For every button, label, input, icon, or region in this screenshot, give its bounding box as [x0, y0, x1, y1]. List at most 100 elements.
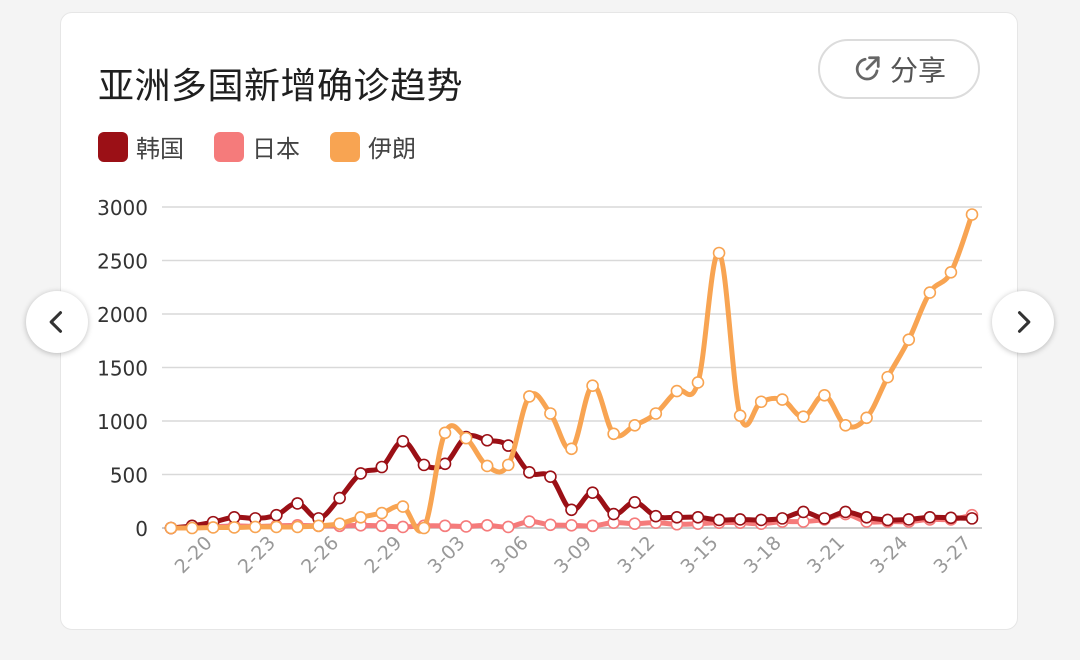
data-point-iran: [649, 407, 663, 420]
y-tick-label: 2000: [97, 303, 148, 327]
data-point-korea: [607, 507, 620, 521]
data-point-korea: [944, 511, 958, 525]
data-point-iran: [965, 208, 979, 221]
legend-label-japan: 日本: [252, 135, 300, 163]
x-tick-label: 3-09: [550, 532, 596, 578]
share-label: 分享: [889, 54, 946, 87]
data-point-iran: [691, 376, 705, 389]
x-tick-label: 3-27: [929, 532, 975, 578]
data-point-iran: [206, 521, 220, 534]
data-point-korea: [902, 513, 916, 526]
data-point-korea: [818, 512, 831, 525]
x-tick-label: 3-21: [803, 532, 849, 578]
data-point-iran: [523, 390, 536, 403]
data-point-iran: [586, 379, 599, 392]
x-tick-label: 3-03: [424, 532, 470, 578]
x-tick-label: 3-06: [487, 532, 533, 578]
data-point-iran: [227, 521, 241, 534]
data-point-iran: [438, 426, 452, 440]
data-point-iran: [249, 520, 262, 534]
data-point-korea: [586, 486, 599, 499]
next-button[interactable]: [992, 291, 1054, 353]
data-point-iran: [417, 521, 431, 535]
data-point-korea: [291, 497, 304, 510]
data-point-iran: [628, 418, 642, 432]
x-tick-label: 2-26: [297, 532, 343, 578]
data-point-iran: [733, 409, 747, 422]
data-point-korea: [544, 470, 557, 483]
y-tick-label: 1000: [97, 410, 148, 434]
data-point-korea: [797, 505, 810, 519]
x-tick-label: 3-12: [613, 532, 659, 578]
data-point-iran: [270, 520, 283, 534]
data-point-iran: [944, 265, 958, 279]
legend-item-korea[interactable]: 韩国: [98, 129, 184, 164]
data-point-korea: [628, 496, 642, 509]
data-point-korea: [227, 510, 241, 524]
data-point-iran: [607, 427, 620, 441]
x-tick-label: 2-20: [171, 532, 217, 578]
data-point-iran: [565, 442, 578, 456]
x-tick-label: 3-18: [740, 532, 786, 578]
data-point-korea: [775, 512, 789, 525]
legend-swatch-japan: [214, 131, 244, 162]
data-point-japan: [459, 520, 473, 533]
data-point-iran: [544, 407, 557, 420]
data-point-iran: [501, 458, 515, 472]
data-point-korea: [565, 503, 578, 517]
chevron-right-icon: [1017, 311, 1031, 333]
prev-button[interactable]: [26, 291, 88, 353]
data-point-iran: [902, 333, 916, 346]
data-point-korea: [881, 513, 894, 527]
chevron-left-icon: [49, 311, 63, 333]
data-point-iran: [291, 520, 304, 534]
x-tick-label: 2-29: [360, 532, 406, 578]
data-point-iran: [312, 519, 325, 533]
data-point-korea: [860, 510, 873, 524]
data-point-korea: [523, 466, 536, 479]
series-line-iran: [168, 211, 975, 534]
data-point-korea: [923, 510, 937, 524]
data-point-iran: [923, 286, 937, 299]
data-point-iran: [754, 395, 768, 409]
data-point-korea: [396, 435, 410, 448]
y-tick-label: 0: [135, 517, 148, 541]
data-point-japan: [480, 519, 494, 532]
legend-item-iran[interactable]: 伊朗: [330, 129, 416, 164]
data-point-japan: [586, 519, 599, 533]
data-point-korea: [354, 467, 368, 480]
data-point-korea: [670, 510, 684, 524]
data-point-iran: [860, 411, 873, 425]
data-point-iran: [818, 389, 831, 402]
data-point-iran: [670, 384, 684, 398]
data-point-iran: [480, 459, 494, 473]
data-point-japan: [438, 519, 452, 533]
y-tick-label: 2500: [97, 250, 148, 274]
legend-swatch-iran: [330, 131, 360, 162]
data-point-korea: [417, 458, 431, 472]
share-icon: [855, 56, 880, 81]
data-point-korea: [712, 513, 726, 527]
x-tick-label: 3-15: [677, 532, 723, 578]
data-point-korea: [754, 513, 768, 527]
data-point-korea: [480, 433, 494, 447]
data-point-japan: [396, 520, 410, 534]
data-point-korea: [839, 505, 852, 519]
share-button[interactable]: 分享: [818, 39, 980, 99]
data-point-iran: [375, 506, 389, 520]
data-point-korea: [733, 513, 747, 526]
legend-item-japan[interactable]: 日本: [214, 129, 300, 164]
y-tick-label: 500: [110, 464, 148, 488]
data-point-iran: [775, 393, 789, 406]
y-tick-label: 3000: [97, 196, 148, 220]
data-point-japan: [375, 519, 389, 533]
legend-swatch-korea: [98, 131, 128, 162]
data-point-iran: [839, 418, 852, 432]
legend: 韩国 日本 伊朗: [98, 129, 416, 164]
x-tick-label: 2-23: [234, 532, 280, 578]
data-point-korea: [965, 512, 979, 525]
data-point-iran: [881, 370, 894, 384]
legend-label-korea: 韩国: [136, 135, 184, 163]
legend-label-iran: 伊朗: [368, 135, 416, 163]
